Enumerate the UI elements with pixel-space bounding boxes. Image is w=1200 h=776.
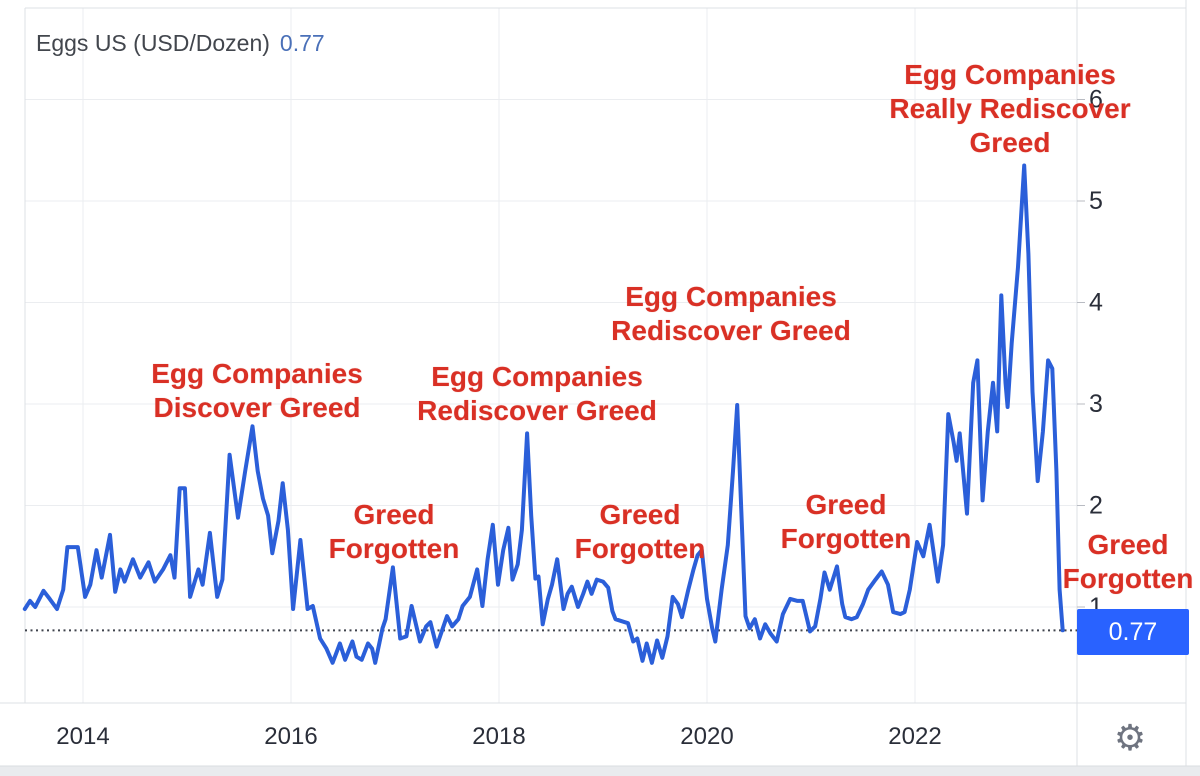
symbol-title: Eggs US (USD/Dozen) <box>36 30 270 56</box>
x-axis-label: 2016 <box>264 723 317 750</box>
x-axis-label: 2014 <box>56 723 109 750</box>
y-axis-label: 5 <box>1089 187 1103 215</box>
bottom-strip <box>0 766 1200 776</box>
y-axis-label: 3 <box>1089 390 1103 418</box>
x-axis-label: 2018 <box>472 723 525 750</box>
last-price-value: 0.77 <box>279 30 325 56</box>
y-axis-label: 6 <box>1089 86 1103 114</box>
x-axis-label: 2020 <box>680 723 733 750</box>
y-axis-label: 2 <box>1089 492 1103 520</box>
y-axis-label: 4 <box>1089 289 1103 317</box>
price-line-series <box>22 163 1065 665</box>
x-axis-label: 2022 <box>888 723 941 750</box>
legend: Eggs US (USD/Dozen) 0.77 <box>36 30 325 57</box>
settings-gear-icon[interactable]: ⚙ <box>1113 717 1147 758</box>
price-badge: 0.77 <box>1077 609 1189 655</box>
